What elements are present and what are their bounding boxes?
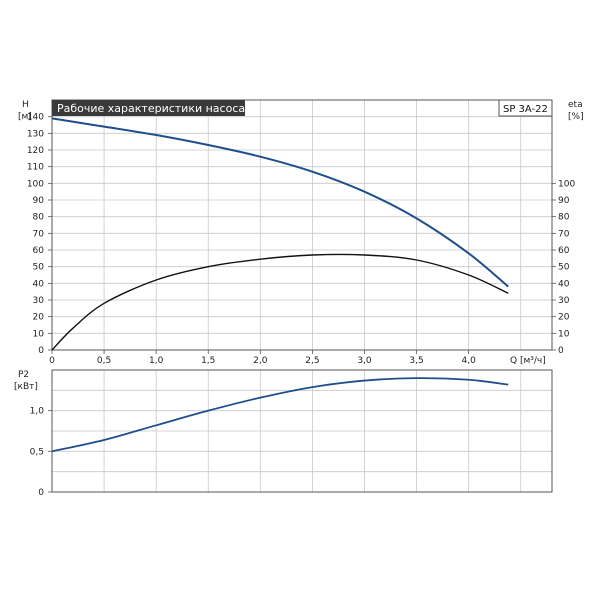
y-axis-label-p2: P2 xyxy=(18,370,29,380)
left-y-tick-label: 140 xyxy=(27,113,44,123)
left-y-tick-label: 130 xyxy=(27,129,44,139)
x-tick-label: 1,5 xyxy=(201,356,215,366)
chart-title: Рабочие характеристики насоса xyxy=(57,102,245,115)
left-y-tick-label: 70 xyxy=(33,229,45,239)
x-tick-label: 4,0 xyxy=(462,356,477,366)
x-tick-label: 3,0 xyxy=(357,356,372,366)
efficiency-curve-line xyxy=(51,253,509,351)
top-grid xyxy=(52,100,552,350)
left-y-tick-label: 80 xyxy=(33,213,45,223)
head-efficiency-panel: Рабочие характеристики насоса SP 3A-22 H… xyxy=(18,99,584,366)
left-y-tick-label: 110 xyxy=(27,163,44,173)
x-tick-label: 2,0 xyxy=(253,356,268,366)
left-y-tick-label: 120 xyxy=(27,146,44,156)
left-y-tick-label: 60 xyxy=(33,246,45,256)
bottom-grid xyxy=(52,370,552,492)
x-tick-label: 2,5 xyxy=(305,356,319,366)
right-y-tick-label: 20 xyxy=(558,313,570,323)
y-axis-label-eta: eta xyxy=(568,100,583,110)
bottom-tick-labels: 0 0,5 1,0 xyxy=(30,407,52,498)
y-axis-unit-p2: [кВт] xyxy=(14,382,38,392)
left-y-tick-label: 20 xyxy=(33,313,45,323)
right-y-tick-label: 80 xyxy=(558,213,570,223)
bottom-plot-frame xyxy=(51,369,553,493)
left-y-tick-label: 40 xyxy=(33,279,45,289)
power-curve-line xyxy=(51,377,509,453)
model-label: SP 3A-22 xyxy=(503,104,548,115)
x-tick-label: 3,5 xyxy=(409,356,423,366)
right-y-tick-label: 50 xyxy=(558,263,570,273)
right-y-tick-label: 40 xyxy=(558,279,570,289)
right-y-tick-label: 70 xyxy=(558,229,570,239)
right-y-tick-label: 10 xyxy=(558,329,570,339)
y-axis-unit-h: [м] xyxy=(18,112,32,122)
left-y-tick-label: 100 xyxy=(27,179,44,189)
left-y-tick-label: 50 xyxy=(33,263,45,273)
left-y-tick-label: 0 xyxy=(38,346,44,356)
right-y-tick-label: 30 xyxy=(558,296,570,306)
model-box xyxy=(498,99,553,117)
p2-y-tick-label: 0,5 xyxy=(30,447,44,457)
x-tick-label: 0 xyxy=(49,356,55,366)
left-y-tick-label: 30 xyxy=(33,296,45,306)
top-plot-frame xyxy=(51,99,553,351)
right-y-tick-label: 0 xyxy=(558,346,564,356)
title-box xyxy=(52,100,245,116)
right-y-tick-label: 90 xyxy=(558,196,570,206)
power-panel: P2 [кВт] 0 0,5 1,0 xyxy=(14,369,553,498)
top-series xyxy=(51,117,509,351)
bottom-series xyxy=(51,377,509,453)
x-tick-label: 0,5 xyxy=(97,356,111,366)
x-tick-label: 1,0 xyxy=(149,356,164,366)
right-y-tick-label: 60 xyxy=(558,246,570,256)
x-axis-label: Q [м³/ч] xyxy=(510,356,546,366)
p2-y-tick-label: 0 xyxy=(38,488,44,498)
right-y-tick-label: 100 xyxy=(558,179,575,189)
left-y-tick-label: 10 xyxy=(33,329,45,339)
y-axis-label-h: H xyxy=(22,100,29,110)
top-tick-labels: 0 10 20 30 40 50 60 70 80 90 100 110 120 130 140 0 10 20 3… xyxy=(27,113,576,366)
left-y-tick-label: 90 xyxy=(33,196,45,206)
head-curve-line xyxy=(51,117,509,288)
p2-y-tick-label: 1,0 xyxy=(30,407,45,417)
y-axis-unit-eta: [%] xyxy=(568,112,584,122)
